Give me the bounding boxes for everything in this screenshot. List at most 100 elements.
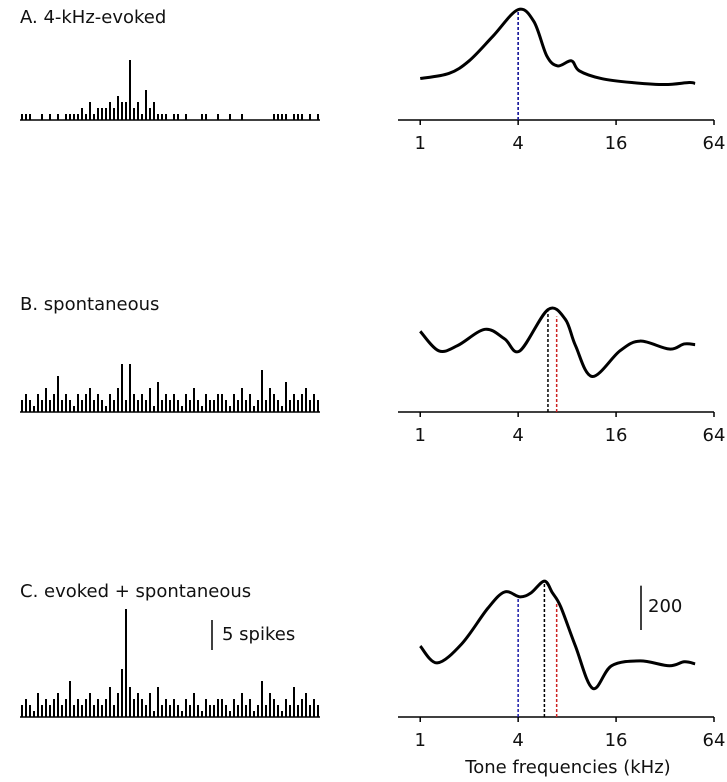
spike-bar bbox=[209, 400, 211, 412]
spike-bar bbox=[233, 394, 235, 412]
spike-bar bbox=[153, 406, 155, 412]
spike-bar bbox=[257, 400, 259, 412]
spike-bar bbox=[97, 699, 99, 717]
spike-bar bbox=[157, 382, 159, 412]
spike-bar bbox=[209, 705, 211, 717]
spike-bar bbox=[113, 108, 115, 120]
spike-bar bbox=[317, 705, 319, 717]
spike-bar bbox=[153, 102, 155, 120]
x-tick-label: 4 bbox=[512, 425, 523, 446]
spike-bar bbox=[293, 394, 295, 412]
spike-bar bbox=[317, 114, 319, 120]
spike-bar bbox=[281, 711, 283, 717]
spike-bar bbox=[265, 400, 267, 412]
spike-bar bbox=[193, 693, 195, 717]
spike-bar bbox=[137, 693, 139, 717]
spike-bar bbox=[33, 406, 35, 412]
tuning-curve bbox=[419, 306, 696, 379]
spike-bar bbox=[237, 400, 239, 412]
spike-bar bbox=[121, 102, 123, 120]
spike-bar bbox=[301, 114, 303, 120]
spike-bar bbox=[189, 705, 191, 717]
spike-bar bbox=[21, 114, 23, 120]
spike-bar bbox=[225, 400, 227, 412]
spike-bar bbox=[69, 114, 71, 120]
spike-bar bbox=[65, 394, 67, 412]
spike-bar bbox=[285, 699, 287, 717]
spike-bar bbox=[29, 705, 31, 717]
spike-bar bbox=[185, 699, 187, 717]
spike-bar bbox=[73, 114, 75, 120]
spike-bar bbox=[137, 400, 139, 412]
spike-bar bbox=[89, 102, 91, 120]
spike-bar bbox=[61, 400, 63, 412]
spike-bar bbox=[117, 96, 119, 120]
spike-bar bbox=[297, 705, 299, 717]
spike-scale-label: 5 spikes bbox=[222, 624, 295, 645]
spike-bar bbox=[269, 693, 271, 717]
spike-bar bbox=[117, 693, 119, 717]
spike-bar bbox=[197, 705, 199, 717]
spike-bar bbox=[125, 400, 127, 412]
spike-bar bbox=[137, 102, 139, 120]
spike-bar bbox=[265, 705, 267, 717]
spike-bar bbox=[269, 388, 271, 412]
x-tick-label: 4 bbox=[512, 730, 523, 751]
spike-bar bbox=[85, 394, 87, 412]
tuning-scale-label: 200 bbox=[648, 596, 682, 617]
spike-bar bbox=[197, 400, 199, 412]
spike-bar bbox=[149, 388, 151, 412]
spike-bar bbox=[81, 108, 83, 120]
spike-bar bbox=[169, 705, 171, 717]
spike-bar bbox=[245, 400, 247, 412]
spike-bar bbox=[305, 388, 307, 412]
spike-bar bbox=[25, 394, 27, 412]
spike-bar bbox=[129, 687, 131, 717]
spike-bar bbox=[257, 705, 259, 717]
spike-bar bbox=[69, 400, 71, 412]
panel-title: A. 4-kHz-evoked bbox=[20, 7, 166, 28]
spike-bar bbox=[85, 699, 87, 717]
spike-bar bbox=[49, 114, 51, 120]
spike-bar bbox=[213, 705, 215, 717]
spike-bar bbox=[65, 114, 67, 120]
spike-bar bbox=[253, 711, 255, 717]
spike-bar bbox=[73, 705, 75, 717]
spike-bar bbox=[41, 400, 43, 412]
spike-bar bbox=[165, 394, 167, 412]
spike-bar bbox=[57, 376, 59, 412]
x-tick-label: 1 bbox=[415, 133, 426, 154]
spike-bar bbox=[37, 693, 39, 717]
spike-bar bbox=[81, 400, 83, 412]
spike-bar bbox=[165, 699, 167, 717]
spike-bar bbox=[153, 711, 155, 717]
spike-bar bbox=[33, 711, 35, 717]
spike-bar bbox=[21, 705, 23, 717]
spike-bar bbox=[301, 394, 303, 412]
spike-bar bbox=[41, 114, 43, 120]
spike-bar bbox=[229, 114, 231, 120]
spike-bar bbox=[293, 114, 295, 120]
spike-bar bbox=[289, 400, 291, 412]
spike-bar bbox=[221, 699, 223, 717]
spike-bar bbox=[241, 388, 243, 412]
spike-bar bbox=[149, 693, 151, 717]
spike-bar bbox=[217, 114, 219, 120]
spike-bar bbox=[45, 388, 47, 412]
spike-bar bbox=[233, 699, 235, 717]
spike-bar bbox=[297, 114, 299, 120]
spike-bar bbox=[277, 705, 279, 717]
spike-bar bbox=[173, 394, 175, 412]
spike-bar bbox=[113, 705, 115, 717]
spike-bar bbox=[45, 699, 47, 717]
spike-bar bbox=[225, 705, 227, 717]
spike-bar bbox=[129, 364, 131, 412]
spike-bar bbox=[25, 699, 27, 717]
spike-bar bbox=[157, 687, 159, 717]
spike-bar bbox=[145, 90, 147, 120]
spike-bar bbox=[205, 114, 207, 120]
spike-bar bbox=[317, 400, 319, 412]
spike-bar bbox=[273, 114, 275, 120]
spike-bar bbox=[53, 394, 55, 412]
